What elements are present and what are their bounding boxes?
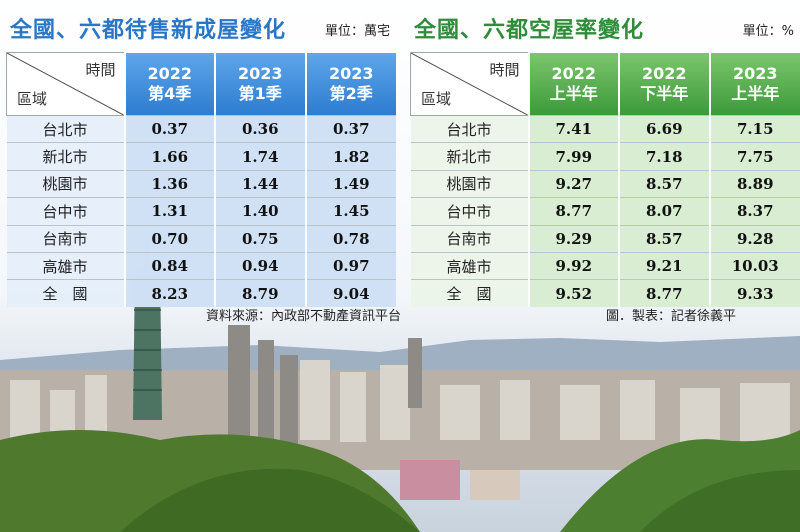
corner-time-label: 時間 [489,61,520,79]
diagonal-divider [7,53,124,115]
table-row: 台中市 1.31 1.40 1.45 [6,197,396,226]
value-cell: 8.79 [214,279,306,307]
data-source-note: 資料來源：內政部不動產資訊平台 [206,309,402,324]
table-row: 桃園市 9.27 8.57 8.89 [410,169,800,198]
value-cell: 1.36 [123,169,215,198]
right-table-title: 全國、六都空屋率變化 [414,18,645,43]
corner-region-label: 區域 [17,90,48,108]
region-cell: 全 國 [6,279,125,307]
value-cell: 1.45 [304,197,396,226]
value-cell: 1.31 [123,197,215,226]
left-table-title: 全國、六都待售新成屋變化 [10,18,287,43]
table-header-row: 時間 區域 2022 第4季 2023 第1季 2023 第2季 [6,52,396,116]
table-row: 台南市 9.29 8.57 9.28 [410,224,800,253]
corner-region-label: 區域 [421,90,452,108]
table-row: 台南市 0.70 0.75 0.78 [6,224,396,253]
value-cell: 8.57 [618,169,710,198]
column-header: 2022 第4季 [123,52,215,116]
value-cell: 0.78 [304,224,396,253]
region-cell: 全 國 [410,279,529,307]
value-cell: 1.66 [123,142,215,171]
value-cell: 0.94 [214,251,306,280]
value-cell: 7.41 [527,114,619,143]
value-cell: 9.33 [708,279,800,307]
value-cell: 8.07 [618,197,710,226]
corner-header-cell: 時間 區域 [6,52,125,116]
value-cell: 0.84 [123,251,215,280]
table-row-total: 全 國 9.52 8.77 9.33 [410,279,800,307]
table-row: 台中市 8.77 8.07 8.37 [410,197,800,226]
region-cell: 台中市 [6,197,125,226]
region-cell: 桃園市 [410,169,529,198]
region-cell: 台南市 [410,224,529,253]
right-title-row: 全國、六都空屋率變化 單位：% [410,0,800,52]
column-header: 2023 上半年 [708,52,800,116]
region-cell: 桃園市 [6,169,125,198]
table-row: 新北市 1.66 1.74 1.82 [6,142,396,171]
value-cell: 6.69 [618,114,710,143]
value-cell: 9.04 [304,279,396,307]
value-cell: 0.37 [123,114,215,143]
value-cell: 8.23 [123,279,215,307]
vacant-new-houses-table: 時間 區域 2022 第4季 2023 第1季 2023 第2季 台北市 0.37 0… [6,52,396,307]
value-cell: 9.21 [618,251,710,280]
value-cell: 1.40 [214,197,306,226]
region-cell: 台中市 [410,197,529,226]
value-cell: 9.92 [527,251,619,280]
column-header: 2023 第1季 [214,52,306,116]
diagonal-divider [411,53,528,115]
region-cell: 台南市 [6,224,125,253]
value-cell: 7.99 [527,142,619,171]
value-cell: 8.37 [708,197,800,226]
value-cell: 9.27 [527,169,619,198]
value-cell: 9.28 [708,224,800,253]
value-cell: 10.03 [708,251,800,280]
value-cell: 8.77 [527,197,619,226]
left-title-row: 全國、六都待售新成屋變化 單位：萬宅 [6,0,396,52]
vacancy-rate-table: 時間 區域 2022 上半年 2022 下半年 2023 上半年 台北市 7.41 6… [410,52,800,307]
region-cell: 新北市 [6,142,125,171]
value-cell: 9.52 [527,279,619,307]
table-row: 高雄市 0.84 0.94 0.97 [6,251,396,280]
left-unit-label: 單位：萬宅 [324,24,390,39]
region-cell: 新北市 [410,142,529,171]
value-cell: 1.49 [304,169,396,198]
table-row: 台北市 7.41 6.69 7.15 [410,114,800,143]
table-row: 高雄市 9.92 9.21 10.03 [410,251,800,280]
table-header-row: 時間 區域 2022 上半年 2022 下半年 2023 上半年 [410,52,800,116]
value-cell: 0.70 [123,224,215,253]
corner-header-cell: 時間 區域 [410,52,529,116]
table-row: 桃園市 1.36 1.44 1.49 [6,169,396,198]
graphic-credit: 圖．製表：記者徐義平 [606,309,737,324]
value-cell: 0.75 [214,224,306,253]
table-row-total: 全 國 8.23 8.79 9.04 [6,279,396,307]
column-header: 2022 下半年 [618,52,710,116]
region-cell: 高雄市 [6,251,125,280]
value-cell: 8.89 [708,169,800,198]
column-header: 2023 第2季 [304,52,396,116]
table-row: 台北市 0.37 0.36 0.37 [6,114,396,143]
right-unit-label: 單位：% [742,24,794,39]
value-cell: 0.97 [304,251,396,280]
value-cell: 1.74 [214,142,306,171]
vacant-new-houses-panel: 全國、六都待售新成屋變化 單位：萬宅 時間 區域 2022 第4季 2023 第1季… [6,0,396,307]
column-header: 2022 上半年 [527,52,619,116]
value-cell: 8.57 [618,224,710,253]
value-cell: 1.44 [214,169,306,198]
value-cell: 8.77 [618,279,710,307]
value-cell: 0.36 [214,114,306,143]
region-cell: 台北市 [410,114,529,143]
value-cell: 1.82 [304,142,396,171]
region-cell: 高雄市 [410,251,529,280]
corner-time-label: 時間 [85,61,116,79]
value-cell: 7.75 [708,142,800,171]
value-cell: 9.29 [527,224,619,253]
vacancy-rate-panel: 全國、六都空屋率變化 單位：% 時間 區域 2022 上半年 2022 下半年 20… [410,0,800,307]
region-cell: 台北市 [6,114,125,143]
value-cell: 7.15 [708,114,800,143]
table-row: 新北市 7.99 7.18 7.75 [410,142,800,171]
value-cell: 7.18 [618,142,710,171]
value-cell: 0.37 [304,114,396,143]
